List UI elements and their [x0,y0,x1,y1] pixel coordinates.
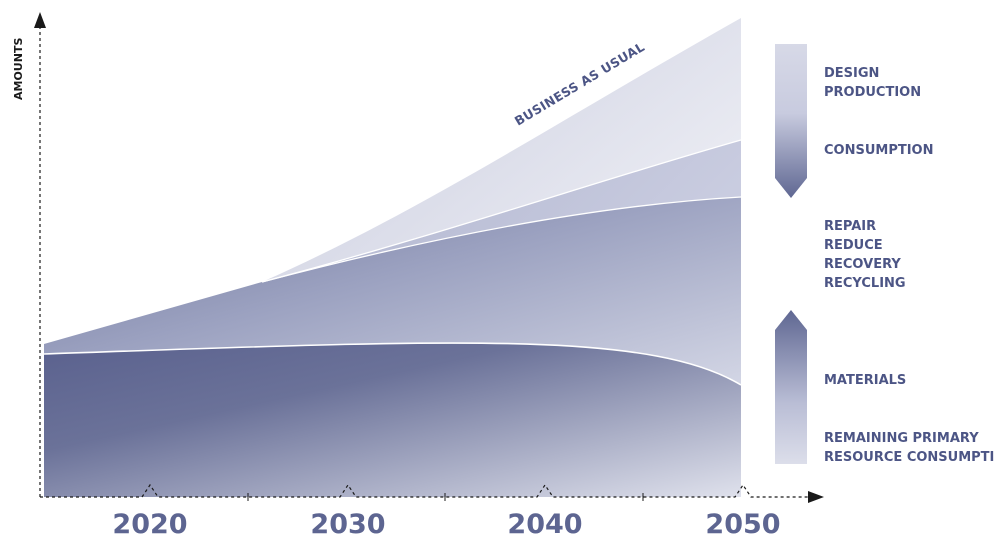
area-circular-measures [44,197,741,385]
boundary-line-lower [43,342,742,386]
label-remaining-primary: REMAINING PRIMARY [824,431,979,446]
label-production: PRODUCTION [824,85,921,100]
label-recycling: RECYCLING [824,276,906,291]
y-axis-arrowhead [34,12,46,28]
label-materials: MATERIALS [824,373,906,388]
x-axis-arrowhead [808,491,824,503]
area-business-as-usual [44,18,741,344]
area-remaining-primary [44,342,741,497]
label-consumption: CONSUMPTION [824,143,934,158]
top-down-arrow [775,44,807,198]
label-recovery: RECOVERY [824,257,901,272]
label-design: DESIGN [824,66,879,81]
boundary-line-upper [261,139,742,283]
x-tick-label-2020: 2020 [112,509,187,540]
x-tick-label-2030: 2030 [310,509,385,540]
x-tick-label-2050: 2050 [705,509,780,540]
label-resource-consumption: RESOURCE CONSUMPTION [824,450,995,465]
x-axis-line [40,483,808,498]
y-axis-title: AMOUNTS [12,38,25,100]
x-tick-label-2040: 2040 [507,509,582,540]
label-reduce: REDUCE [824,238,883,253]
bottom-up-arrow [775,310,807,464]
label-repair: REPAIR [824,219,876,234]
boundary-line-middle [261,196,742,283]
